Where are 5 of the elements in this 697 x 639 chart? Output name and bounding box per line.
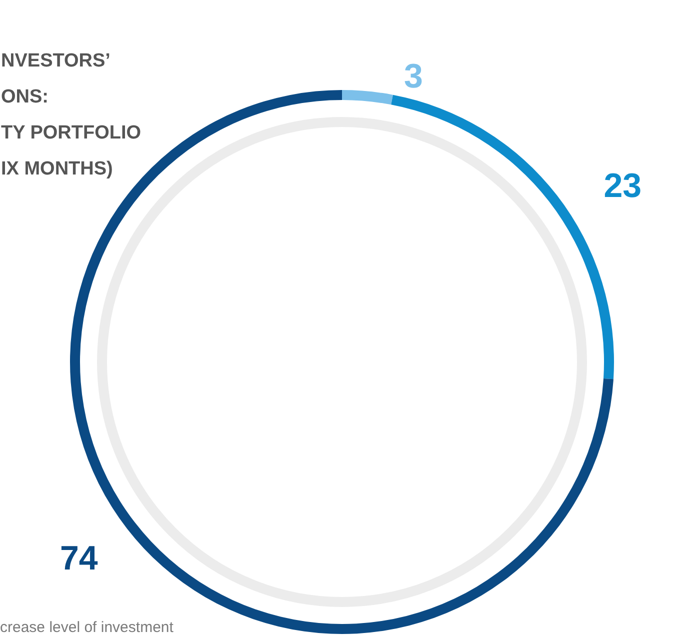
- data-label: 74: [60, 539, 98, 578]
- data-label: 23: [604, 167, 642, 206]
- text: NVESTORS’ ONS: TY PORTFOLIO IX MONTHS): [1, 50, 142, 180]
- text: crease level of investment: [0, 619, 174, 636]
- data-label: 3: [404, 57, 423, 96]
